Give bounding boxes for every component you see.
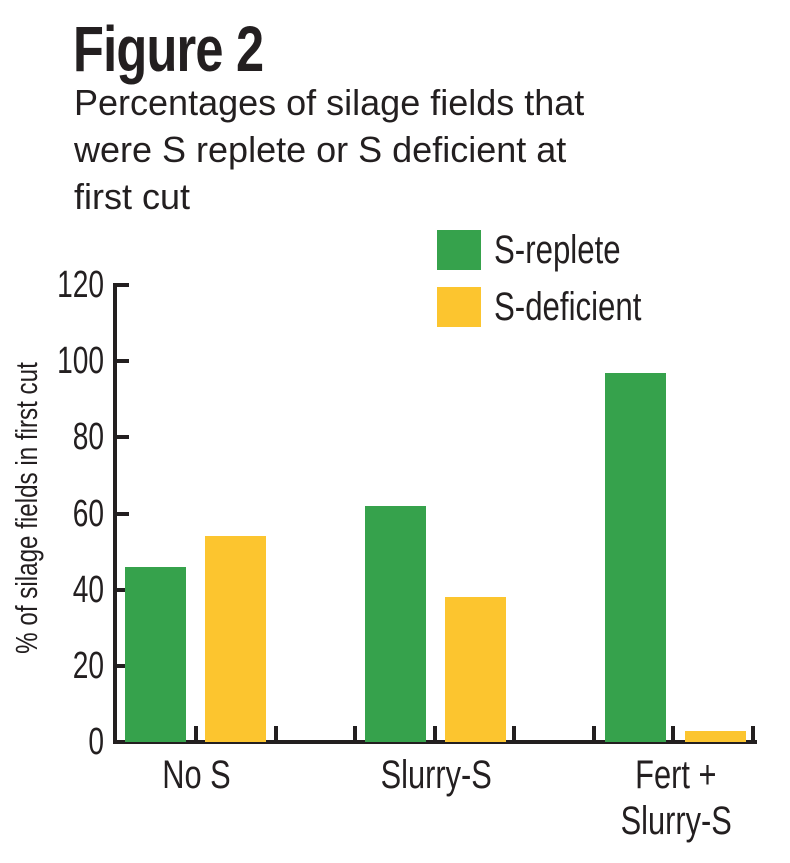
y-axis-tick-label-20: 20 [72, 644, 104, 687]
y-axis-tick-label-100: 100 [57, 340, 104, 383]
y-axis-tick-label-0: 0 [88, 721, 104, 763]
x-axis-label-line: Slurry-S [380, 753, 492, 797]
y-axis-tick-label-40: 40 [72, 568, 104, 611]
y-axis-tick-80 [115, 435, 129, 440]
x-axis-label-line: Slurry-S [620, 799, 732, 843]
legend-item-s-replete: S-replete [437, 227, 683, 272]
x-axis-line [113, 740, 757, 744]
bar-s-deficient-slurry-s [445, 597, 506, 742]
s-replete-color-swatch-icon [437, 230, 481, 270]
x-axis-label-line: Fert + [635, 753, 717, 797]
figure-label: Figure 2 [73, 13, 264, 85]
x-axis-label-line: No S [161, 753, 231, 797]
bar-s-replete-fert-slurry-s [605, 372, 666, 742]
subtitle-line-2: were S replete or S deficient at [74, 129, 567, 170]
x-axis-tick-6 [591, 726, 596, 740]
y-axis-tick-label-120: 120 [57, 264, 104, 306]
x-axis-tick-7 [671, 726, 676, 740]
s-deficient-color-swatch-icon [437, 287, 481, 327]
bar-s-deficient-no-s [205, 536, 266, 742]
bar-s-deficient-fert-slurry-s [685, 730, 746, 742]
x-axis-tick-5 [512, 726, 517, 740]
y-axis-tick-20 [115, 663, 129, 668]
y-axis-tick-40 [115, 587, 129, 592]
x-axis-tick-2 [273, 726, 278, 740]
x-axis-label-no-s: No S [76, 752, 316, 798]
legend-label-s-deficient: S-deficient [494, 284, 642, 329]
bar-s-replete-no-s [125, 566, 186, 742]
legend-item-s-deficient: S-deficient [437, 284, 683, 329]
subtitle-line-3: first cut [74, 176, 191, 217]
x-axis-label-slurry-s: Slurry-S [316, 752, 556, 798]
legend-label-s-replete: S-replete [494, 227, 621, 272]
y-axis-tick-label-80: 80 [72, 416, 104, 459]
x-axis-tick-1 [194, 726, 198, 740]
x-axis-label-fert-slurry-s: Fert + Slurry-S [556, 752, 790, 844]
figure-subtitle: Percentages of silage fields that were S… [74, 79, 584, 220]
chart-legend: S-replete S-deficient [437, 227, 683, 344]
y-axis-tick-60 [115, 511, 129, 516]
y-axis-tick-label-60: 60 [72, 492, 104, 535]
x-axis-tick-8 [751, 726, 755, 740]
subtitle-line-1: Percentages of silage fields that [74, 82, 585, 123]
x-axis-tick-3 [353, 726, 358, 740]
x-axis-tick-4 [432, 726, 437, 740]
bar-s-replete-slurry-s [365, 505, 426, 742]
y-axis-tick-120 [115, 283, 129, 287]
y-axis-tick-100 [115, 359, 129, 364]
